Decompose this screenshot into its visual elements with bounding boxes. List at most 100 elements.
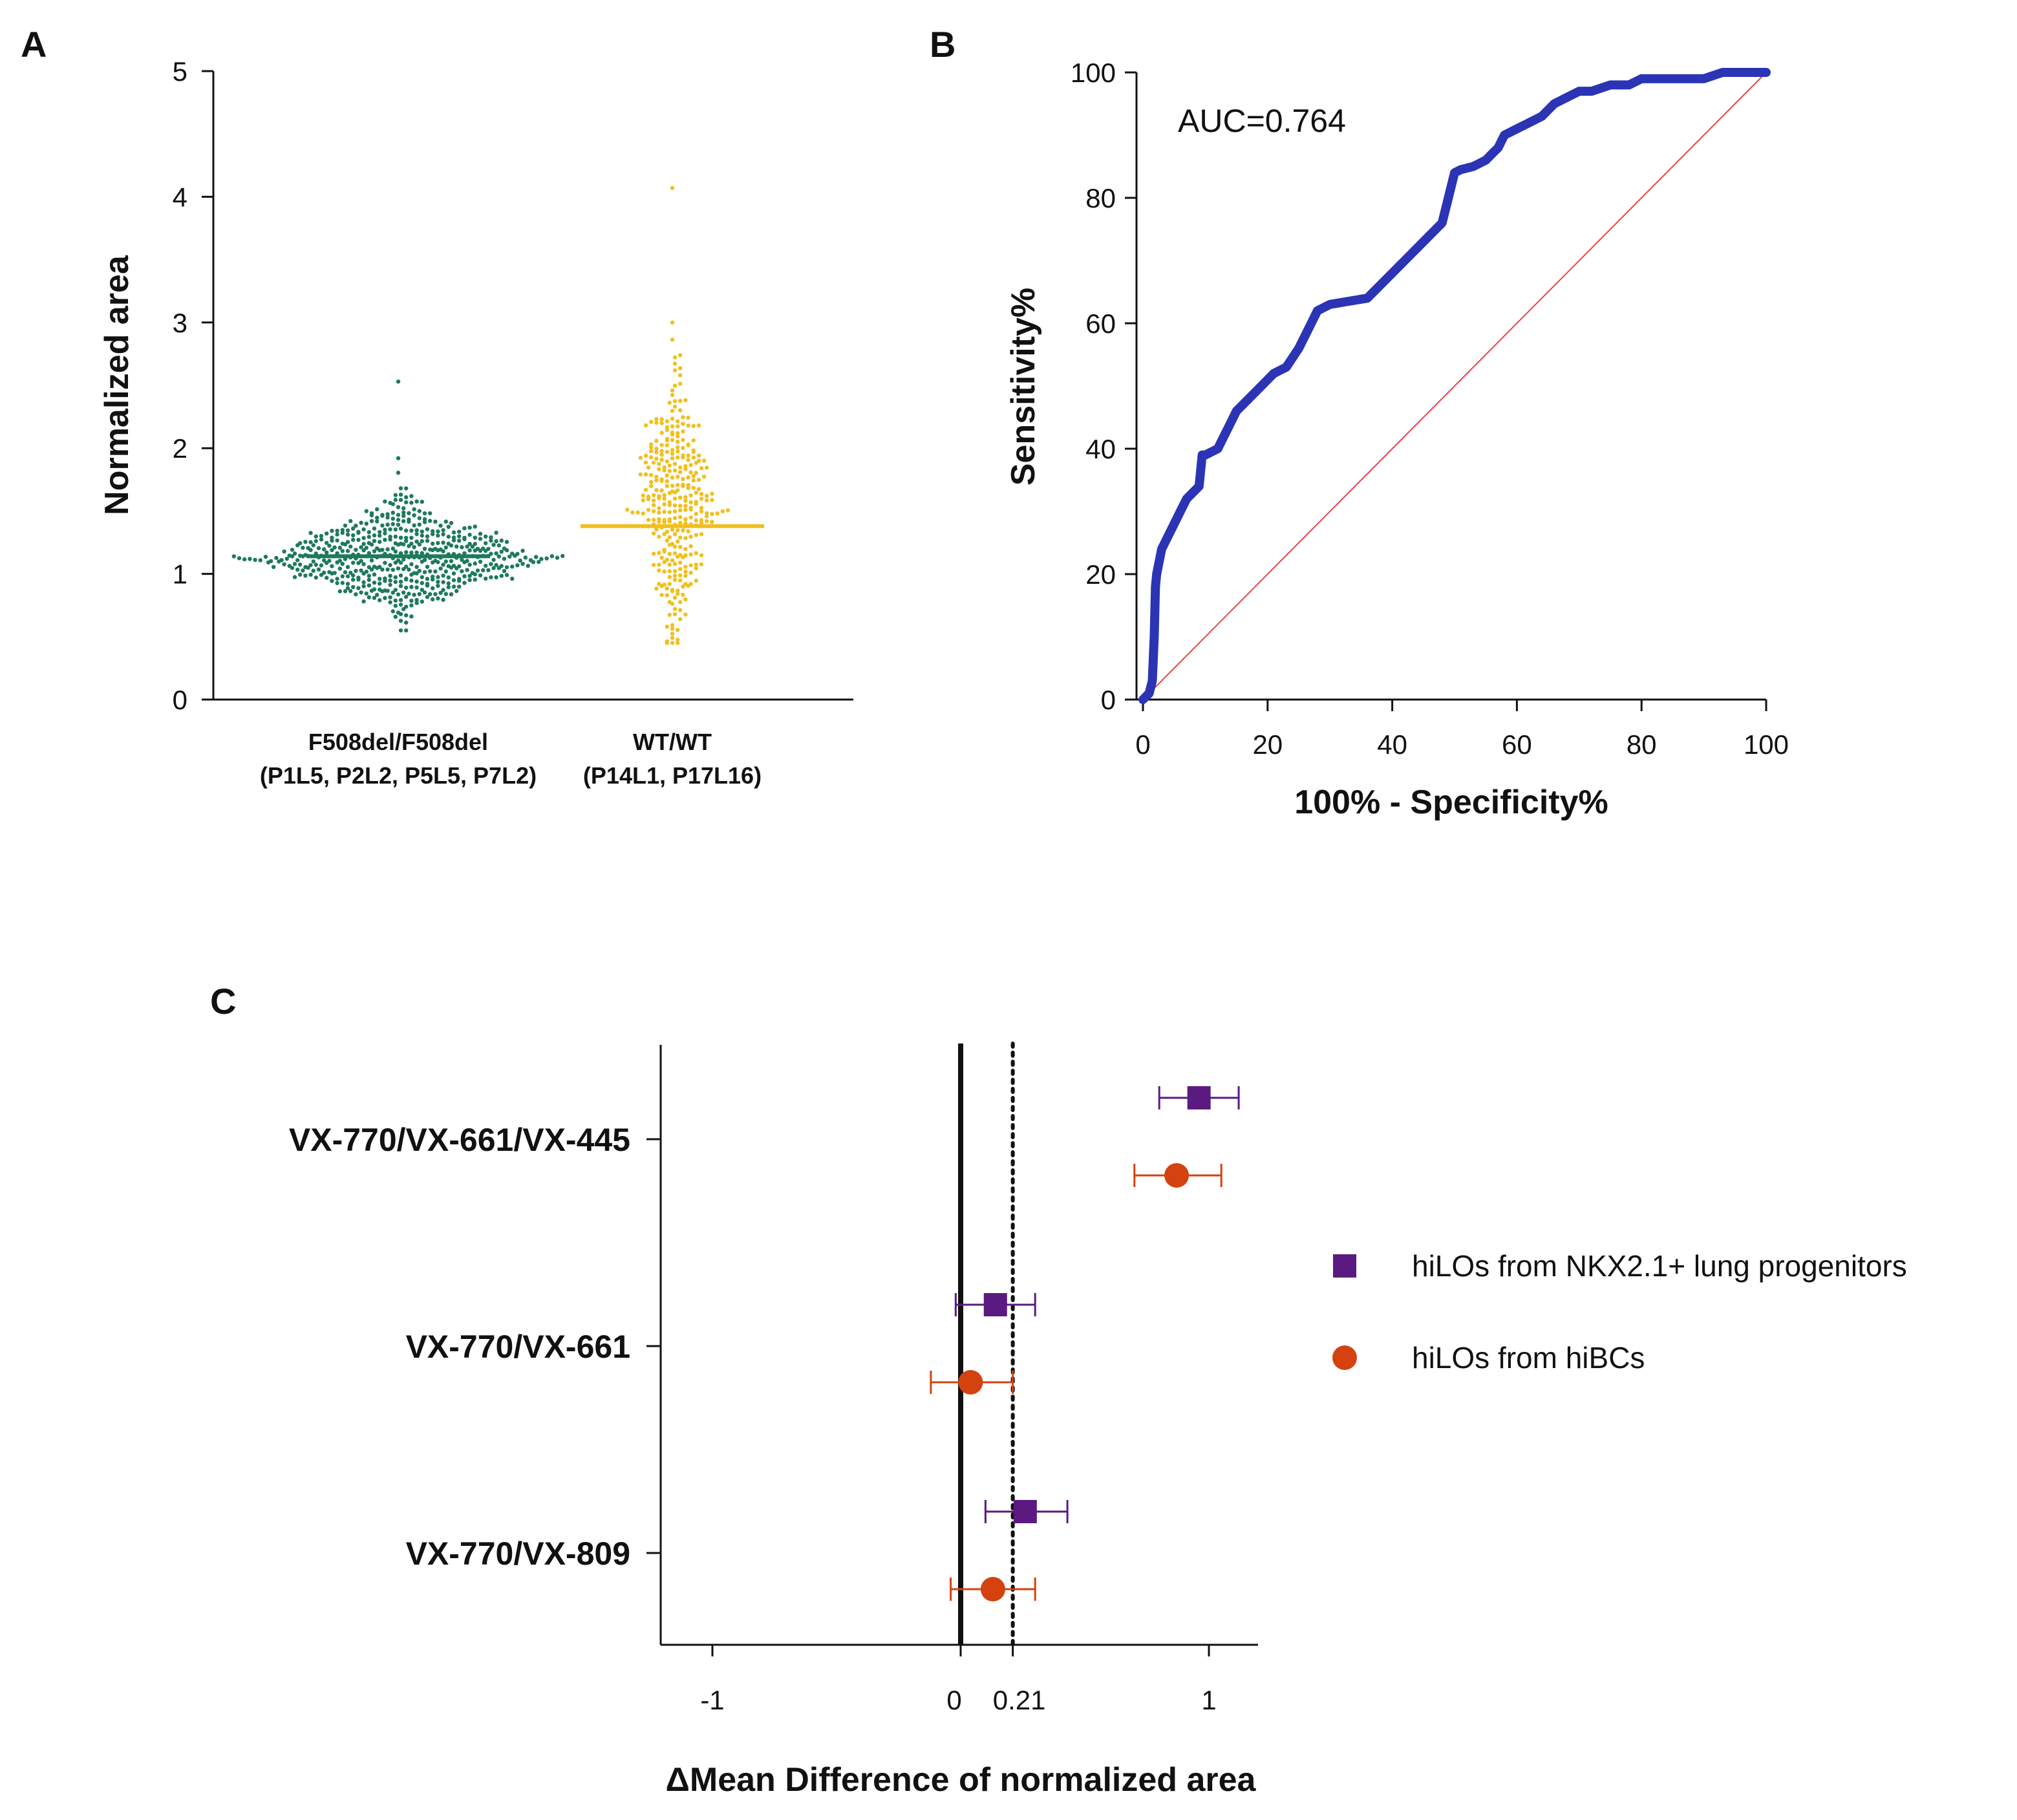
panel-a-data-point (659, 417, 664, 422)
panel-a-data-point (683, 504, 688, 508)
panel-a-data-point (330, 535, 334, 540)
panel-a-data-point (654, 417, 659, 422)
panel-a-data-point (494, 562, 498, 568)
panel-a-data-point (393, 614, 398, 619)
panel-a-data-point (337, 546, 342, 550)
panel-a-data-point (688, 470, 693, 475)
panel-a-data-point (699, 466, 704, 471)
panel-c-row-label: VX-770/VX-809 (406, 1536, 630, 1572)
panel-a-data-point (641, 493, 645, 498)
panel-a-data-point (659, 431, 664, 435)
panel-a-data-point (681, 438, 685, 442)
panel-a-data-point (367, 595, 371, 599)
panel-a-data-point (659, 593, 664, 597)
panel-a-data-point (683, 398, 688, 402)
panel-a-data-point (670, 320, 675, 325)
panel-a-data-point (710, 491, 714, 496)
panel-a-data-point (670, 558, 675, 562)
panel-a-data-point (332, 545, 337, 550)
panel-a-data-point (404, 613, 409, 617)
panel-a-data-point (683, 517, 688, 522)
panel-a-data-point (443, 559, 448, 564)
panel-a-data-point (652, 460, 656, 465)
panel-a-data-point (284, 557, 289, 561)
panel-a-data-point (325, 561, 329, 565)
panel-a-data-point (454, 566, 459, 571)
panel-a-data-point (691, 478, 696, 483)
panel-a-data-point (494, 575, 498, 580)
panel-a-data-point (446, 585, 451, 590)
panel-a-data-point (486, 568, 491, 572)
panel-c-x-axis-title: ΔMean Difference of normalized area (666, 1761, 1257, 1799)
panel-a-data-point (665, 593, 670, 597)
panel-a-data-point (314, 562, 318, 567)
panel-a-data-point (428, 569, 432, 573)
panel-a-data-point (330, 579, 334, 583)
panel-a-data-point (420, 559, 424, 564)
panel-a-data-point (662, 497, 667, 501)
panel-a-data-point (523, 555, 528, 560)
panel-a-data-point (652, 517, 656, 522)
panel-a-data-point (393, 598, 398, 603)
panel-a-data-point (441, 588, 445, 592)
panel-a-data-point (454, 544, 459, 549)
panel-a-data-point (691, 486, 696, 490)
panel-a-data-point (378, 581, 382, 586)
panel-a-data-point (672, 573, 678, 578)
panel-a-data-point (396, 380, 401, 384)
panel-a-data-point (473, 577, 477, 582)
panel-a-data-point (670, 528, 675, 532)
panel-a-data-point (539, 557, 544, 561)
panel-a-data-point (657, 510, 661, 515)
panel-a-data-point (676, 475, 680, 479)
panel-a-data-point (354, 592, 358, 597)
panel-c-x-tick-label: -1 (700, 1685, 724, 1715)
panel-a-data-point (678, 573, 683, 578)
panel-a-data-point (433, 592, 438, 597)
panel-a-data-point (672, 399, 678, 403)
panel-a-data-point (242, 557, 247, 562)
panel-a-data-point (398, 526, 403, 531)
panel-a-data-point (385, 567, 390, 572)
panel-a-data-point (404, 628, 409, 633)
panel-a-data-point (401, 519, 406, 524)
panel-a-data-point (436, 560, 440, 564)
panel-c-square-point (1187, 1086, 1211, 1109)
panel-a-data-point (438, 523, 443, 528)
panel-a-data-point (659, 421, 664, 425)
panel-a-data-point (654, 450, 659, 455)
panel-a-data-point (688, 535, 693, 539)
panel-a-data-point (667, 535, 672, 540)
panel-a-data-point (694, 533, 699, 537)
panel-a-data-point (688, 515, 693, 520)
panel-a-data-point (678, 600, 683, 605)
panel-a-data-point (473, 524, 477, 529)
panel-a-data-point (414, 531, 419, 537)
panel-a-data-point (420, 575, 424, 579)
panel-a-data-point (683, 570, 688, 574)
panel-a-data-point (676, 419, 680, 423)
panel-a-data-point (678, 515, 683, 519)
panel-a-y-axis-title: Normalized area (98, 255, 136, 515)
panel-a-y-tick-label: 2 (173, 433, 187, 464)
panel-a-data-point (404, 585, 409, 590)
panel-a-data-point (676, 482, 680, 487)
panel-a-data-point (678, 495, 683, 500)
panel-a-data-point (274, 555, 279, 561)
panel-a-data-point (657, 519, 661, 524)
panel-a-data-point (678, 353, 683, 358)
panel-a-data-point (345, 532, 350, 537)
panel-a-data-point (319, 563, 324, 568)
panel-a-data-point (308, 572, 313, 577)
panel-a-data-point (654, 438, 659, 443)
panel-a-data-point (417, 509, 422, 513)
panel-a-data-point (295, 558, 300, 562)
panel-a-data-point (494, 530, 498, 535)
panel-a-data-point (351, 526, 356, 531)
panel-a-data-point (683, 597, 688, 602)
panel-a-data-point (425, 527, 430, 531)
panel-a-data-point (484, 541, 488, 546)
panel-b-reference-line (1142, 72, 1767, 700)
panel-a-data-point (311, 568, 315, 573)
panel-a-data-point (659, 453, 664, 457)
